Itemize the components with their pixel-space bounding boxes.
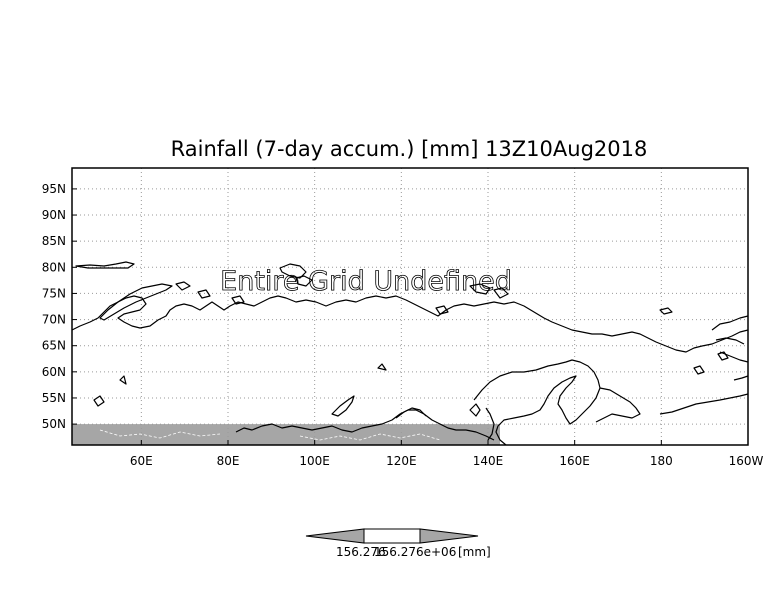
lon-tick-label: 160W <box>729 454 764 468</box>
map-title: Rainfall (7-day accum.) [mm] 13Z10Aug201… <box>171 137 648 161</box>
lon-tick-label: 60E <box>130 454 153 468</box>
colorbar-label-center: 156.276e+06 <box>374 545 456 559</box>
lon-tick-label: 140E <box>473 454 504 468</box>
colorbar-label-left: 156.276 <box>336 545 386 559</box>
longitude-tick-labels: 60E 80E 100E 120E 140E 160E 180 160W <box>130 440 764 468</box>
lon-tick-label: 80E <box>217 454 240 468</box>
lon-tick-label: 180 <box>650 454 673 468</box>
graticule <box>72 168 749 445</box>
map-plot-area: Entire Grid Undefined <box>71 167 749 446</box>
lat-tick-label: 50N <box>42 417 66 431</box>
undefined-data-region <box>72 424 500 445</box>
lat-tick-label: 60N <box>42 365 66 379</box>
colorbar-right-arrow <box>419 528 479 544</box>
lon-tick-label: 120E <box>386 454 417 468</box>
coastlines-in-undefined-region <box>99 429 441 441</box>
lat-tick-label: 70N <box>42 313 66 327</box>
lat-tick-label: 65N <box>42 339 66 353</box>
latitude-tick-labels: 95N 90N 85N 80N 75N 70N 65N 60N 55N 50N <box>42 182 77 431</box>
map-frame <box>71 167 749 446</box>
lat-tick-label: 80N <box>42 260 66 274</box>
colorbar: 156.276 156.276e+06 [mm] <box>305 528 491 559</box>
entire-grid-undefined-label: Entire Grid Undefined <box>220 266 512 297</box>
colorbar-center-box <box>363 528 421 544</box>
colorbar-units: [mm] <box>458 545 491 559</box>
colorbar-left-arrow <box>305 528 365 544</box>
lon-tick-label: 160E <box>559 454 590 468</box>
lat-tick-label: 95N <box>42 182 66 196</box>
coastlines <box>71 261 749 446</box>
lat-tick-label: 75N <box>42 286 66 300</box>
lon-tick-label: 100E <box>299 454 330 468</box>
lat-tick-label: 90N <box>42 208 66 222</box>
lat-tick-label: 55N <box>42 391 66 405</box>
lat-tick-label: 85N <box>42 234 66 248</box>
